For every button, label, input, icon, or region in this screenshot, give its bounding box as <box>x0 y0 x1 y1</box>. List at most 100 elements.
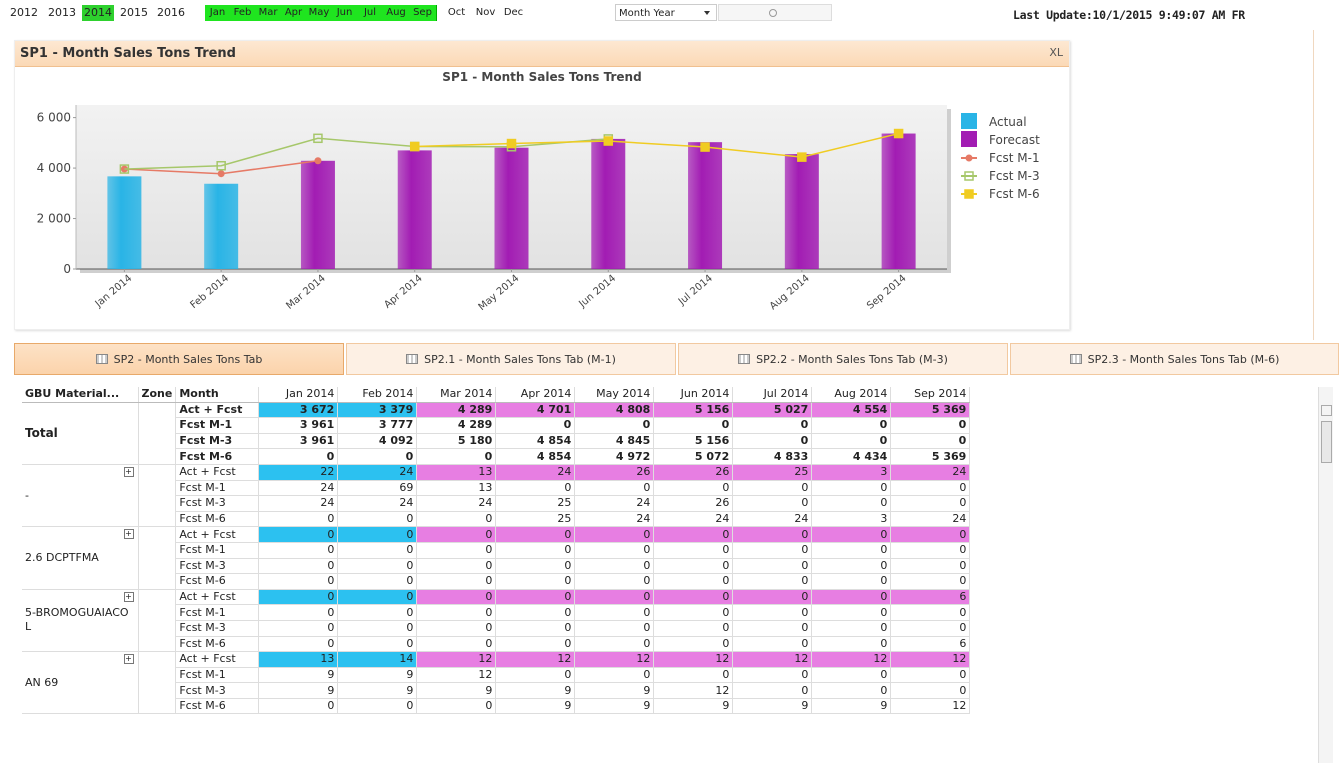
value-cell: 6 <box>890 636 971 653</box>
value-cell: 4 554 <box>811 402 892 419</box>
measure-cell: Fcst M-6 <box>175 448 260 465</box>
value-cell: 0 <box>811 636 892 653</box>
value-cell: 0 <box>337 542 418 559</box>
value-cell: 0 <box>653 542 734 559</box>
month-button[interactable]: Feb <box>230 5 256 21</box>
tab[interactable]: SP2.2 - Month Sales Tons Tab (M-3) <box>678 343 1008 375</box>
x-tick-label: Apr 2014 <box>382 273 424 311</box>
measure-cell: Fcst M-6 <box>175 698 260 715</box>
value-cell: 0 <box>258 448 339 465</box>
month-button[interactable]: Jun <box>332 5 358 21</box>
value-cell: 0 <box>732 526 813 543</box>
value-cell: 0 <box>416 698 497 715</box>
year-button[interactable]: 2014 <box>82 5 114 21</box>
tab-icon <box>738 354 751 364</box>
value-cell: 0 <box>495 417 576 434</box>
year-button[interactable]: 2015 <box>120 6 148 19</box>
x-tick-label: Sep 2014 <box>865 273 908 312</box>
group-name: - <box>25 488 29 502</box>
value-cell: 24 <box>890 511 971 528</box>
header-cell: Aug 2014 <box>811 387 892 403</box>
expand-button[interactable]: + <box>123 654 134 665</box>
year-button[interactable]: 2012 <box>10 6 38 19</box>
month-button[interactable]: Dec <box>503 7 524 18</box>
expand-button[interactable]: + <box>123 466 134 477</box>
measure-cell: Fcst M-1 <box>175 417 260 434</box>
header-cell: Sep 2014 <box>890 387 971 403</box>
value-cell: 0 <box>574 526 655 543</box>
tab-icon <box>406 354 419 364</box>
month-button[interactable]: Aug <box>383 5 410 21</box>
legend-swatch <box>961 131 977 147</box>
month-button[interactable]: Nov <box>475 7 496 18</box>
group-cell: 5-BROMOGUAIACOL + <box>22 589 139 653</box>
month-button[interactable]: Jul <box>357 5 384 21</box>
table-row: Total Act + Fcst 3 672 3 379 4 289 4 701 4 808… <box>22 402 971 465</box>
value-cell: 0 <box>653 558 734 575</box>
value-cell: 0 <box>890 542 971 559</box>
value-cell: 0 <box>890 558 971 575</box>
value-cell: 0 <box>653 620 734 637</box>
scrollbar[interactable] <box>1318 387 1333 763</box>
dropdown[interactable]: Month Year <box>615 4 717 21</box>
export-button[interactable]: XL <box>1049 46 1063 59</box>
slider[interactable] <box>718 4 832 21</box>
tab-label: SP2.3 - Month Sales Tons Tab (M-6) <box>1087 353 1280 366</box>
legend-label: Actual <box>989 115 1027 129</box>
header-cell: Jun 2014 <box>653 387 734 403</box>
value-cell: 3 777 <box>337 417 418 434</box>
expand-button[interactable]: + <box>123 591 134 602</box>
value-cell: 12 <box>811 651 892 668</box>
tab[interactable]: SP2.3 - Month Sales Tons Tab (M-6) <box>1010 343 1339 375</box>
year-button[interactable]: 2016 <box>157 6 185 19</box>
value-cell: 3 672 <box>258 402 339 419</box>
value-cell: 0 <box>811 542 892 559</box>
value-cell: 0 <box>653 636 734 653</box>
value-cell: 0 <box>653 589 734 606</box>
value-cell: 0 <box>811 667 892 684</box>
value-cell: 0 <box>258 558 339 575</box>
tab[interactable]: SP2.1 - Month Sales Tons Tab (M-1) <box>346 343 676 375</box>
value-cell: 0 <box>258 526 339 543</box>
x-tick-label: Jan 2014 <box>93 273 135 310</box>
value-cell: 0 <box>495 604 576 621</box>
month-button[interactable]: Mar <box>255 5 282 21</box>
month-button[interactable]: Jan <box>205 5 231 21</box>
group-name: 5-BROMOGUAIACOL <box>25 606 129 634</box>
header-row: GBU Material... Zone Month Jan 2014 Feb 2014… <box>22 387 971 403</box>
y-tick-label: 0 <box>63 262 71 276</box>
value-cell: 0 <box>495 480 576 497</box>
legend-swatch <box>965 154 973 162</box>
value-cell: 0 <box>890 667 971 684</box>
month-button[interactable]: May <box>306 5 333 21</box>
month-button[interactable]: Oct <box>447 7 466 18</box>
value-cell: 24 <box>258 480 339 497</box>
marker <box>700 142 710 152</box>
value-cell: 24 <box>337 495 418 512</box>
y-tick-label: 6 000 <box>37 111 71 125</box>
value-cell: 0 <box>416 511 497 528</box>
value-cell: 0 <box>890 495 971 512</box>
month-button[interactable]: Apr <box>281 5 307 21</box>
month-button[interactable]: Sep <box>409 5 437 21</box>
expand-button[interactable]: + <box>123 529 134 540</box>
value-cell: 0 <box>890 433 971 450</box>
table-row: Fcst M-1 24 69 13 0 0 0 0 0 0 <box>22 480 971 497</box>
value-cell: 0 <box>732 667 813 684</box>
value-cell: 9 <box>258 682 339 699</box>
value-cell: 24 <box>890 464 971 481</box>
value-cell: 0 <box>890 573 971 590</box>
value-cell: 0 <box>416 448 497 465</box>
tab[interactable]: SP2 - Month Sales Tons Tab <box>14 343 344 375</box>
value-cell: 13 <box>416 464 497 481</box>
value-cell: 4 701 <box>495 402 576 419</box>
group-name: 2.6 DCPTFMA <box>25 551 99 565</box>
value-cell: 0 <box>416 558 497 575</box>
year-button[interactable]: 2013 <box>48 6 76 19</box>
value-cell: 0 <box>337 558 418 575</box>
value-cell: 0 <box>258 636 339 653</box>
value-cell: 0 <box>890 604 971 621</box>
y-tick-label: 4 000 <box>37 161 71 175</box>
x-tick-label: Jul 2014 <box>676 273 715 308</box>
divider <box>1313 30 1314 340</box>
